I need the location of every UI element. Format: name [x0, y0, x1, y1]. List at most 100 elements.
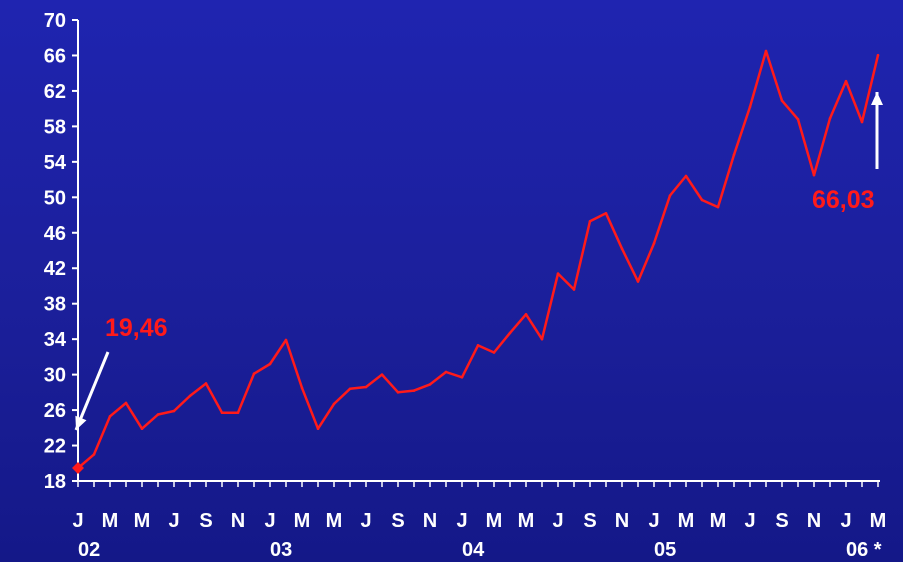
data-point	[444, 370, 448, 374]
data-point	[460, 375, 464, 379]
data-point	[172, 409, 176, 413]
data-point	[716, 205, 720, 209]
data-point	[364, 385, 368, 389]
data-point	[828, 117, 832, 120]
x-month-label: M	[710, 510, 727, 532]
price-series-line	[77, 49, 880, 470]
data-point	[156, 413, 160, 416]
data-point	[108, 414, 112, 418]
x-month-label: N	[615, 510, 629, 532]
data-point	[652, 242, 656, 245]
data-point	[668, 194, 672, 197]
x-year-label: 06 *	[846, 539, 882, 561]
data-point	[284, 338, 288, 342]
data-point	[684, 174, 688, 178]
data-point	[380, 373, 384, 376]
x-month-label: J	[744, 510, 755, 532]
data-point	[220, 411, 224, 415]
data-point	[764, 49, 768, 53]
data-point	[588, 219, 592, 223]
data-point	[428, 383, 432, 386]
annotation-end-arrow	[871, 92, 883, 169]
data-point	[252, 372, 256, 376]
y-tick-label: 30	[44, 365, 66, 387]
y-tick-label: 46	[44, 223, 66, 245]
data-point	[876, 53, 880, 57]
annotation-start-arrow	[74, 351, 110, 431]
data-point	[796, 117, 800, 121]
data-point	[316, 427, 320, 430]
data-point	[124, 401, 128, 405]
y-tick-label: 58	[44, 116, 66, 138]
data-point	[540, 337, 544, 341]
y-tick-label: 38	[44, 294, 66, 316]
data-point	[236, 411, 240, 415]
data-point	[556, 272, 560, 275]
data-point	[140, 427, 144, 430]
annotation-layer: 19,46 66,03	[74, 92, 883, 431]
data-point	[620, 247, 624, 251]
data-point	[92, 453, 96, 456]
y-axis: 18 22 26 30 34 38 42 46 50 54 58 62 66 70	[44, 10, 79, 493]
x-month-label: N	[423, 510, 437, 532]
x-month-label: S	[775, 510, 788, 532]
x-month-label: M	[518, 510, 535, 532]
x-month-label: J	[456, 510, 467, 532]
x-month-label: N	[807, 510, 821, 532]
y-tick-label: 42	[44, 258, 66, 280]
data-point	[700, 198, 704, 202]
x-month-label: M	[294, 510, 311, 532]
data-point	[780, 99, 784, 102]
annotation-end-value: 66,03	[812, 186, 875, 214]
x-month-label: J	[840, 510, 851, 532]
data-point	[732, 153, 736, 157]
x-month-label: J	[264, 510, 275, 532]
x-year-label: 02	[78, 539, 100, 561]
data-point	[636, 280, 640, 283]
x-month-label: M	[870, 510, 887, 532]
x-month-label: S	[391, 510, 404, 532]
x-month-label: J	[72, 510, 83, 532]
data-point	[268, 362, 272, 366]
x-year-label: 05	[654, 539, 676, 561]
data-point	[748, 105, 752, 109]
data-point	[348, 387, 352, 391]
y-tick-label: 66	[44, 45, 66, 67]
start-point-marker	[72, 462, 84, 475]
x-year-label: 03	[270, 539, 292, 561]
x-month-label: J	[168, 510, 179, 532]
data-point	[860, 120, 864, 124]
data-point	[524, 313, 528, 316]
y-tick-label: 54	[44, 152, 67, 174]
y-tick-label: 18	[44, 471, 66, 493]
x-month-label: M	[102, 510, 119, 532]
data-point	[188, 394, 192, 398]
y-tick-label: 26	[44, 400, 66, 422]
x-month-label: S	[199, 510, 212, 532]
x-month-label: J	[648, 510, 659, 532]
y-tick-label: 22	[44, 436, 66, 458]
x-month-label: J	[552, 510, 563, 532]
data-point	[492, 351, 496, 354]
x-month-label: M	[326, 510, 343, 532]
x-axis: J M M J S N J M M J S N J M M J S N J M M J S N J M02 03 04 05 06 *	[72, 480, 887, 561]
data-point	[332, 402, 336, 406]
data-point	[396, 391, 400, 394]
x-month-label: M	[678, 510, 695, 532]
x-month-label: J	[360, 510, 371, 532]
data-point	[204, 382, 208, 385]
x-month-label: M	[134, 510, 151, 532]
data-point	[508, 331, 512, 335]
x-month-label: S	[583, 510, 596, 532]
data-point	[300, 386, 304, 390]
y-tick-label: 70	[44, 10, 66, 32]
data-point	[844, 79, 848, 83]
series-layer	[72, 49, 880, 475]
y-tick-label: 62	[44, 81, 66, 103]
data-point	[572, 288, 576, 291]
x-month-label: M	[486, 510, 503, 532]
data-point	[412, 389, 416, 392]
x-month-label: N	[231, 510, 245, 532]
data-point	[812, 173, 816, 177]
